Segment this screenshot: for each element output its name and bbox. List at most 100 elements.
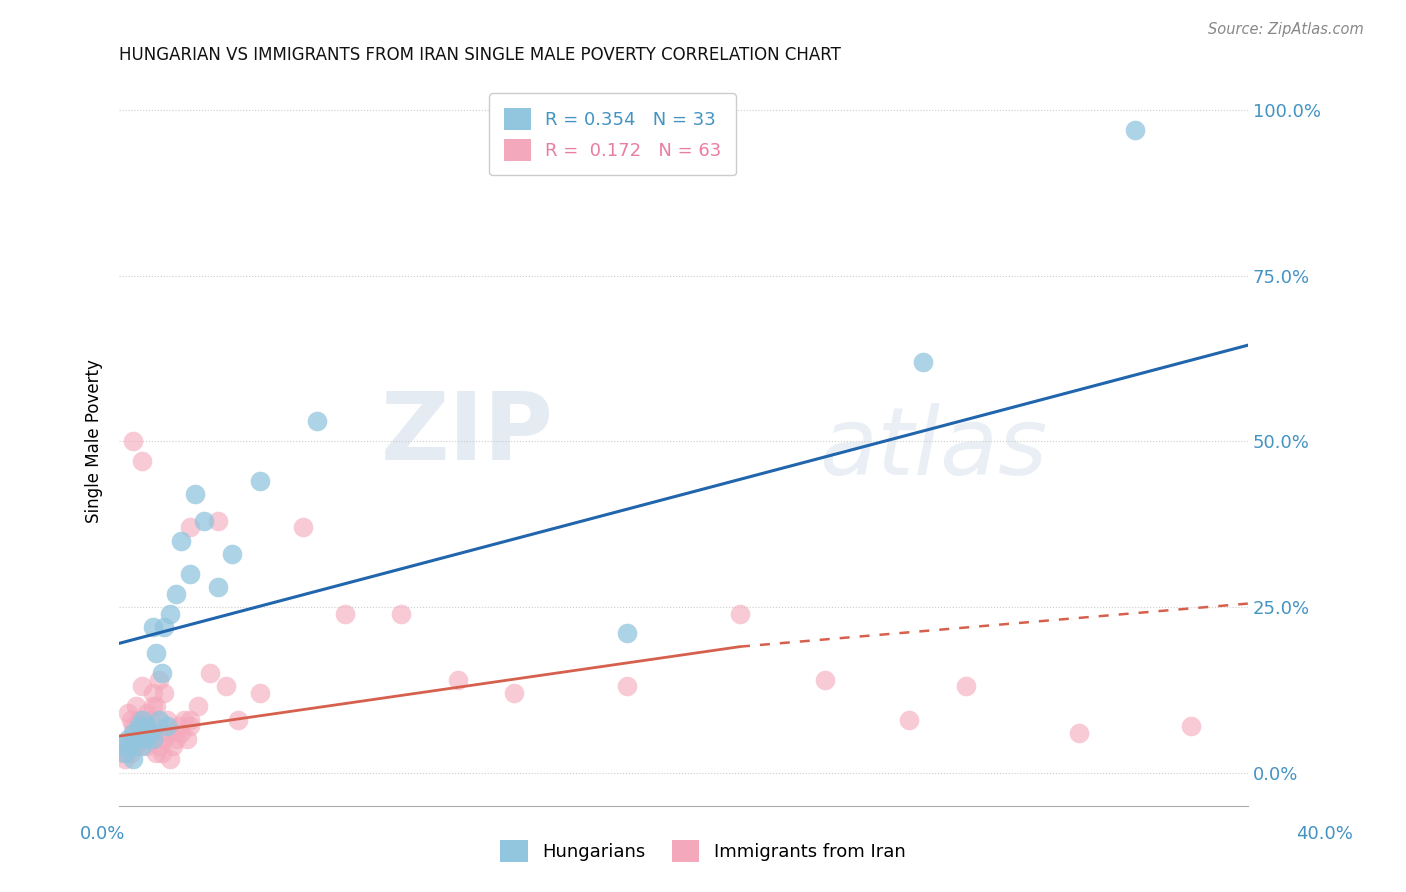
Point bbox=[226, 713, 249, 727]
Point bbox=[122, 434, 145, 449]
Point bbox=[179, 719, 201, 733]
Text: atlas: atlas bbox=[818, 403, 1047, 494]
Point bbox=[187, 699, 209, 714]
Point bbox=[333, 607, 356, 621]
Legend: R = 0.354   N = 33, R =  0.172   N = 63: R = 0.354 N = 33, R = 0.172 N = 63 bbox=[489, 93, 737, 175]
Point bbox=[391, 607, 413, 621]
Point bbox=[193, 514, 215, 528]
Point bbox=[305, 414, 328, 428]
Point bbox=[198, 666, 221, 681]
Point bbox=[150, 725, 173, 739]
Point bbox=[153, 620, 176, 634]
Point bbox=[142, 620, 165, 634]
Point bbox=[136, 706, 159, 720]
Point bbox=[616, 679, 638, 693]
Point bbox=[148, 739, 170, 753]
Point bbox=[167, 719, 190, 733]
Point bbox=[142, 699, 165, 714]
Point bbox=[145, 646, 167, 660]
Point bbox=[122, 719, 145, 733]
Point bbox=[142, 732, 165, 747]
Point bbox=[179, 566, 201, 581]
Point bbox=[111, 746, 134, 760]
Text: 40.0%: 40.0% bbox=[1296, 825, 1353, 843]
Point bbox=[148, 713, 170, 727]
Legend: Hungarians, Immigrants from Iran: Hungarians, Immigrants from Iran bbox=[494, 833, 912, 870]
Point bbox=[159, 607, 181, 621]
Point bbox=[131, 732, 153, 747]
Point bbox=[814, 673, 837, 687]
Point bbox=[134, 725, 156, 739]
Point bbox=[165, 732, 187, 747]
Point bbox=[117, 739, 139, 753]
Point bbox=[145, 699, 167, 714]
Point bbox=[159, 752, 181, 766]
Point bbox=[131, 454, 153, 468]
Point bbox=[139, 725, 162, 739]
Point bbox=[114, 752, 136, 766]
Point bbox=[139, 725, 162, 739]
Point bbox=[131, 679, 153, 693]
Point bbox=[162, 739, 184, 753]
Point bbox=[114, 746, 136, 760]
Point bbox=[111, 739, 134, 753]
Point bbox=[1180, 719, 1202, 733]
Point bbox=[128, 713, 150, 727]
Point bbox=[207, 580, 229, 594]
Point bbox=[179, 520, 201, 534]
Point bbox=[170, 533, 193, 548]
Point bbox=[120, 739, 142, 753]
Point bbox=[170, 725, 193, 739]
Point bbox=[131, 739, 153, 753]
Point bbox=[122, 752, 145, 766]
Point bbox=[134, 719, 156, 733]
Point bbox=[221, 547, 243, 561]
Point bbox=[153, 686, 176, 700]
Point bbox=[616, 626, 638, 640]
Point bbox=[150, 666, 173, 681]
Point bbox=[145, 746, 167, 760]
Point bbox=[1123, 123, 1146, 137]
Y-axis label: Single Male Poverty: Single Male Poverty bbox=[86, 359, 103, 524]
Point bbox=[165, 587, 187, 601]
Point bbox=[207, 514, 229, 528]
Point bbox=[117, 706, 139, 720]
Point bbox=[139, 713, 162, 727]
Point bbox=[142, 686, 165, 700]
Point bbox=[142, 732, 165, 747]
Point bbox=[249, 686, 271, 700]
Point bbox=[447, 673, 470, 687]
Point bbox=[184, 487, 207, 501]
Point bbox=[128, 719, 150, 733]
Point bbox=[179, 713, 201, 727]
Point bbox=[131, 713, 153, 727]
Point bbox=[125, 699, 148, 714]
Point bbox=[291, 520, 314, 534]
Point bbox=[912, 355, 935, 369]
Point bbox=[955, 679, 977, 693]
Point bbox=[134, 732, 156, 747]
Point bbox=[136, 739, 159, 753]
Text: 0.0%: 0.0% bbox=[80, 825, 125, 843]
Point bbox=[898, 713, 921, 727]
Point bbox=[125, 732, 148, 747]
Point bbox=[153, 732, 176, 747]
Point bbox=[120, 713, 142, 727]
Point bbox=[122, 732, 145, 747]
Point bbox=[176, 732, 198, 747]
Point bbox=[1067, 725, 1090, 739]
Point bbox=[148, 673, 170, 687]
Point bbox=[156, 713, 179, 727]
Point bbox=[136, 719, 159, 733]
Point bbox=[156, 719, 179, 733]
Point bbox=[173, 713, 195, 727]
Text: Source: ZipAtlas.com: Source: ZipAtlas.com bbox=[1208, 22, 1364, 37]
Point bbox=[120, 746, 142, 760]
Point bbox=[150, 746, 173, 760]
Point bbox=[125, 739, 148, 753]
Point bbox=[728, 607, 751, 621]
Point bbox=[159, 725, 181, 739]
Point bbox=[128, 725, 150, 739]
Point bbox=[249, 474, 271, 488]
Point bbox=[122, 725, 145, 739]
